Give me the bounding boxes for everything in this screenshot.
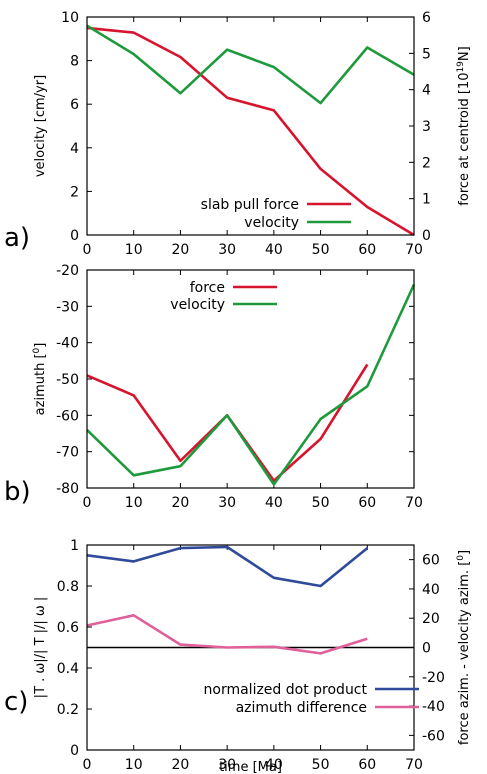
panel-3: 0 10 20 30 40 50 60 70 0 0.2 0.4 0.6 0.8 1 -60 -40 -20 0 2… [4,538,472,774]
y2-tick-label: 60 [422,553,440,569]
x-tick-label: 70 [405,757,423,773]
legend-label: velocity [244,215,299,231]
y2-tick-label: -60 [422,728,445,744]
x-tick-label: 40 [265,757,283,773]
x-tick-label: 0 [83,242,92,258]
y-tick-label: 2 [70,184,79,200]
y2-tick-label: 0 [422,641,431,657]
series-line-slab-pull-force [86,26,415,237]
x-tick-label: 70 [405,495,423,511]
legend-label: normalized dot product [204,682,368,698]
x-tick-label: 20 [172,495,190,511]
x-tick-label: 10 [125,757,143,773]
y2-axis-label: force azim. - velocity azim. [0] [456,550,472,745]
x-tick-label: 0 [83,757,92,773]
y2-tick-label: 6 [422,10,431,26]
y2-tick-label: 0 [422,228,431,244]
y-tick-label: 4 [70,141,79,157]
panel-label: b) [4,477,31,507]
plot-frame [86,544,415,751]
y-tick-label: -80 [56,481,79,497]
x-tick-label: 10 [125,242,143,258]
x-tick-label: 30 [218,242,236,258]
legend-label: velocity [170,297,225,313]
legend-label: slab pull force [201,197,299,213]
y-tick-label: -40 [56,336,79,352]
series-line-velocity [86,283,416,486]
y2-tick-label: 20 [422,611,440,627]
panel-label: c) [4,687,28,717]
y-tick-label: 0 [70,228,79,244]
x-tick-label: 20 [172,757,190,773]
y2-tick-label: -20 [422,670,445,686]
plot-frame [86,269,415,489]
y-tick-label: 10 [61,10,79,26]
y-tick-label: 8 [70,54,79,70]
y-axis-label: azimuth [0] [32,343,48,416]
x-tick-label: 40 [265,495,283,511]
x-tick-label: 30 [218,757,236,773]
y2-tick-label: 3 [422,119,431,135]
series-line-force [86,363,369,483]
y-tick-label: 0.2 [57,702,79,718]
y2-axis-label: force at centroid [1019N] [456,46,472,205]
y2-tick-label: -40 [422,699,445,715]
y2-tick-label: 2 [422,155,431,171]
series-line-azimuth-difference [86,613,368,655]
y-tick-label: 6 [70,97,79,113]
panel-label: a) [4,223,30,253]
legend-label: force [190,280,225,296]
x-tick-label: 10 [125,495,143,511]
y-tick-label: -70 [56,445,79,461]
x-tick-label: 60 [358,242,376,258]
y-tick-label: -50 [56,372,79,388]
x-axis-label: time [Ma] [219,760,282,774]
y-axis-label: |T . ω|/| T |/| ω | [33,597,48,699]
y2-tick-label: 4 [422,83,431,99]
series-line-velocity [86,24,415,105]
x-tick-label: 60 [358,495,376,511]
panel-2: 0 10 20 30 40 50 60 70 -80 -70 -60 -50 -40 -30 -20 forc… [4,263,423,511]
x-tick-label: 50 [312,242,330,258]
y-tick-label: -60 [56,408,79,424]
y-tick-label: 0.8 [57,579,79,595]
plot-frame [86,16,415,236]
x-tick-label: 60 [358,757,376,773]
y2-tick-label: 5 [422,46,431,62]
x-tick-label: 20 [172,242,190,258]
x-tick-label: 0 [83,495,92,511]
x-tick-label: 40 [265,242,283,258]
x-tick-label: 70 [405,242,423,258]
y-tick-label: 0.6 [57,620,79,636]
x-tick-label: 50 [312,495,330,511]
y-tick-label: 0.4 [57,661,79,677]
y-tick-label: 0 [70,743,79,759]
series-line-normalized-dot-product [86,545,369,588]
x-tick-label: 30 [218,495,236,511]
y-tick-label: -20 [56,263,79,279]
legend-label: azimuth difference [236,700,367,716]
y-tick-label: -30 [56,299,79,315]
y2-tick-label: 40 [422,582,440,598]
y-axis-label: velocity [cm/yr] [33,75,48,177]
y2-tick-label: 1 [422,192,431,208]
y-tick-label: 1 [70,538,79,554]
x-tick-label: 50 [312,757,330,773]
